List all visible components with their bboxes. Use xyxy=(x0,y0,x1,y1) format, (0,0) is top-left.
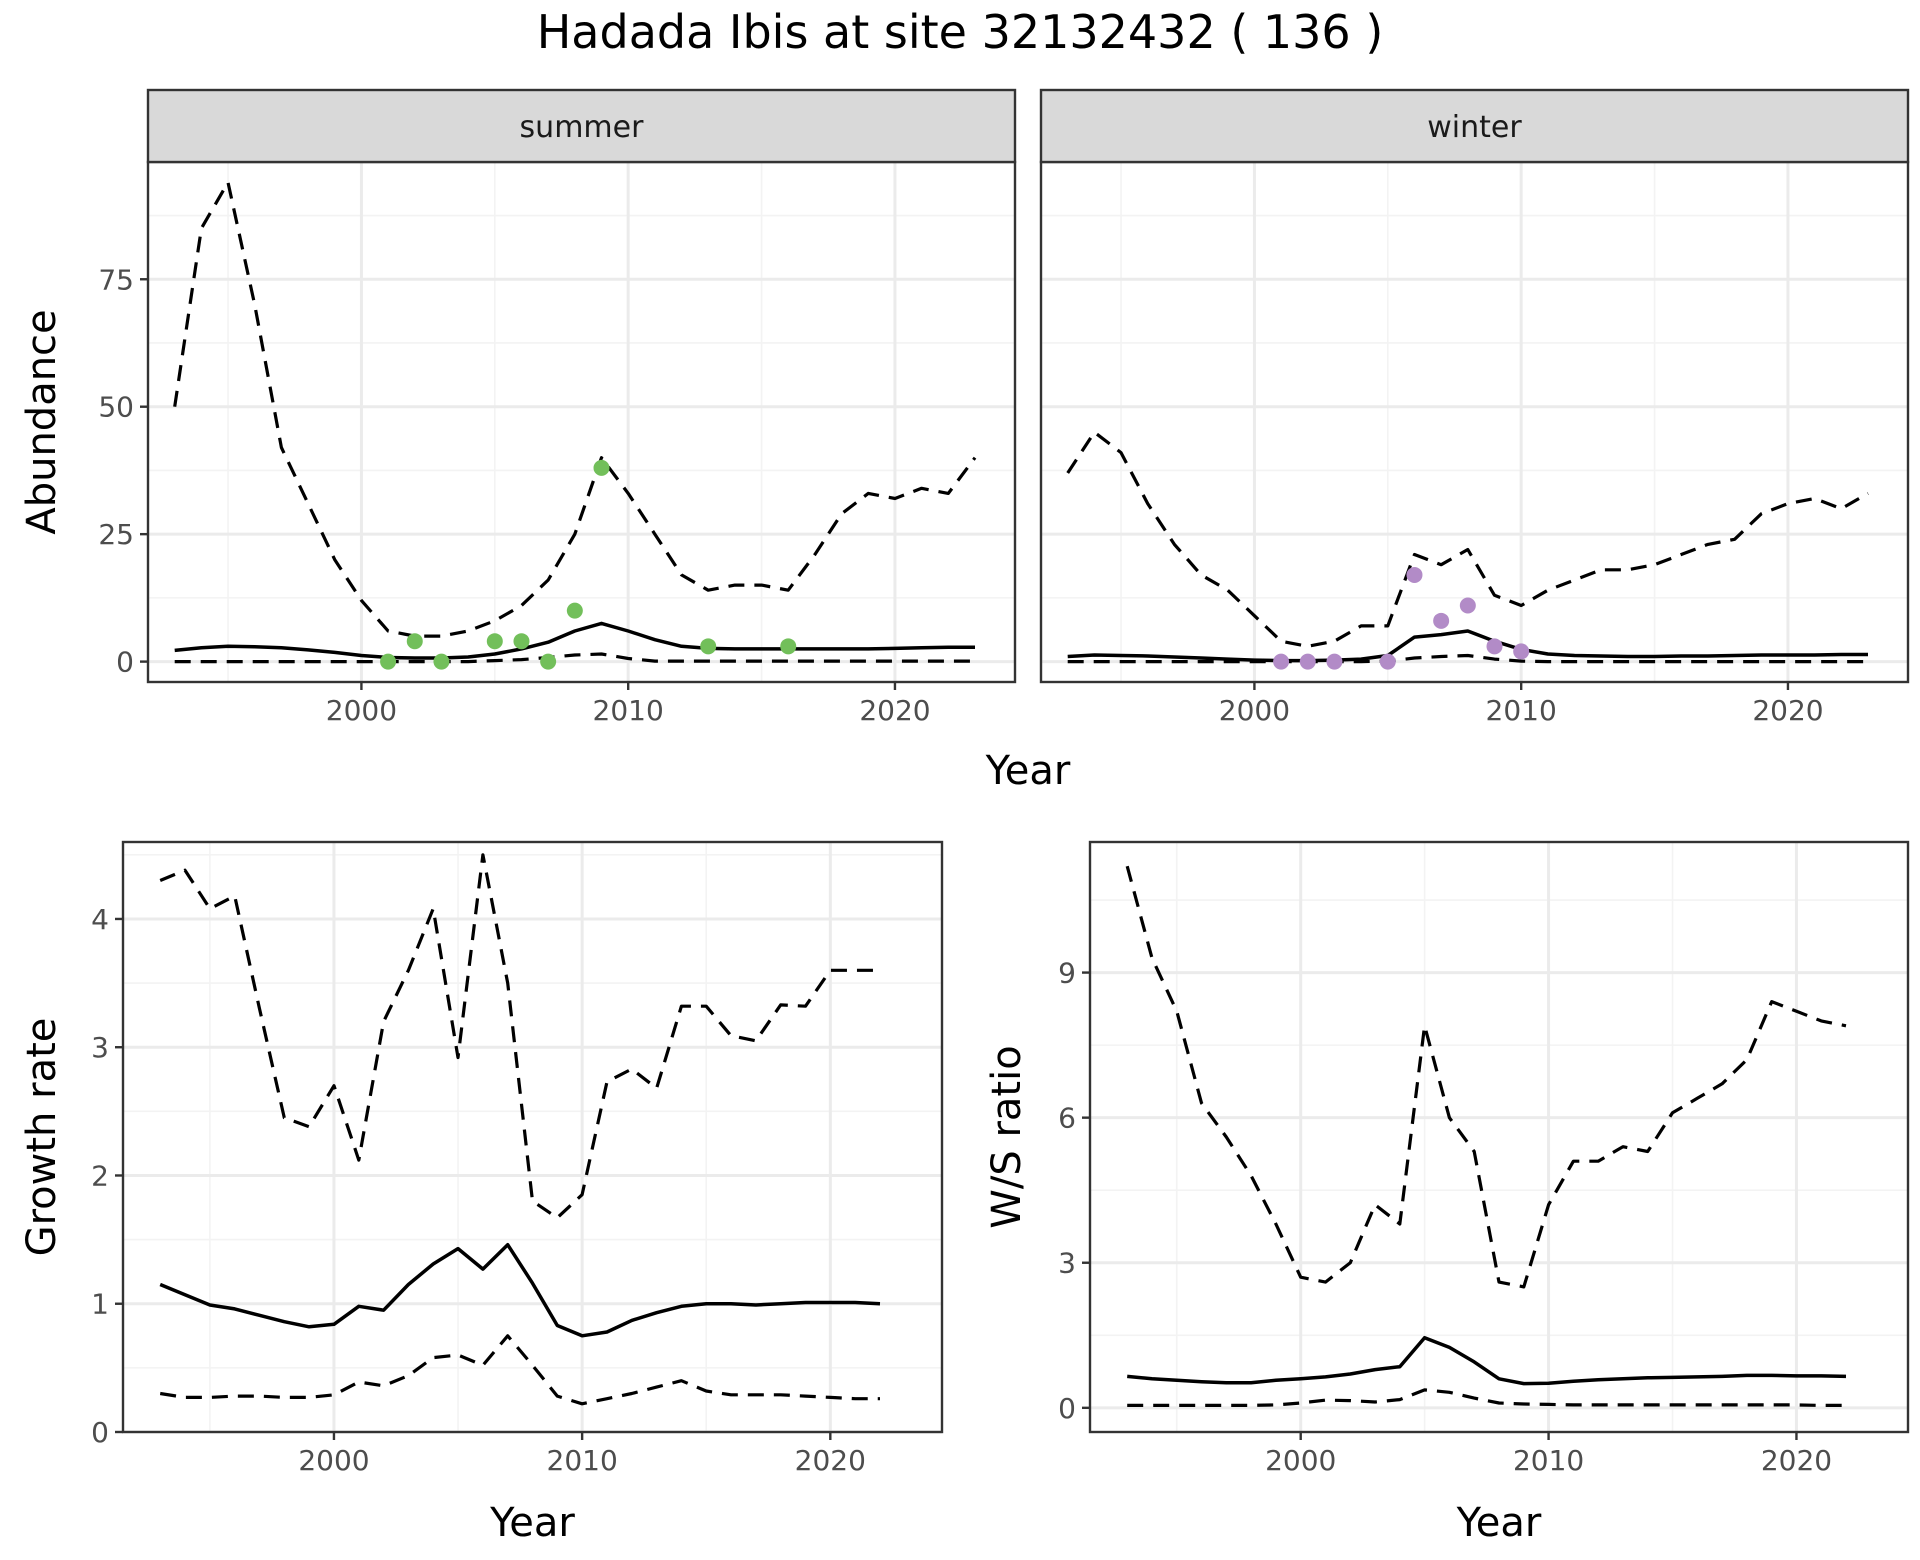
ws-ratio-lower-ci-line xyxy=(1127,1388,1846,1407)
facet-summer-plot-area xyxy=(148,162,1015,682)
facet-summer-data-point xyxy=(593,459,610,476)
facet-summer-y-tick-label: 0 xyxy=(116,646,134,679)
growth-y-tick-label: 4 xyxy=(91,903,109,936)
ws-ratio-y-tick-label: 9 xyxy=(1058,957,1076,990)
chart-title: Hadada Ibis at site 32132432 ( 136 ) xyxy=(537,5,1384,59)
abundance-y-axis-title: Abundance xyxy=(19,309,65,534)
facet-winter-data-point xyxy=(1299,653,1316,670)
facet-winter-mean-line xyxy=(1067,629,1868,663)
ws-ratio-frame xyxy=(1088,840,1910,1434)
facet-summer-y-tick-label: 50 xyxy=(98,391,134,424)
facet-winter-strip xyxy=(1039,88,1910,164)
ws-ratio-chart: 2000 2010 2020 0 3 6 9 Year W/S ratio xyxy=(984,840,1910,1546)
facet-winter: winter 2000 2010 2020 xyxy=(1039,88,1910,727)
facet-summer-data-point xyxy=(513,633,530,650)
facet-winter-data-point xyxy=(1273,653,1290,670)
abundance-x-axis-title: Year xyxy=(985,748,1071,794)
facet-summer-x-tick-label: 2020 xyxy=(859,694,930,727)
facet-winter-upper-ci-line xyxy=(1066,430,1869,648)
growth-x-tick-label: 2020 xyxy=(795,1444,866,1477)
growth-y-tick-label: 1 xyxy=(91,1288,109,1321)
ws-ratio-x-tick-label: 2010 xyxy=(1513,1444,1584,1477)
facet-summer-y-tick-label: 25 xyxy=(98,518,134,551)
ws-ratio-mean-line xyxy=(1127,1335,1847,1386)
facet-winter-x-tick-label: 2010 xyxy=(1486,694,1557,727)
growth-y-tick-label: 3 xyxy=(91,1031,109,1064)
ws-ratio-x-tick-label: 2000 xyxy=(1265,1444,1336,1477)
facet-winter-data-point xyxy=(1379,653,1396,670)
growth-x-tick-label: 2010 xyxy=(547,1444,618,1477)
growth-frame xyxy=(121,840,944,1434)
facet-winter-data-point xyxy=(1459,597,1476,614)
growth-y-axis-title: Growth rate xyxy=(19,1018,65,1257)
facet-summer-data-point xyxy=(380,653,397,670)
facet-winter-x-tick-label: 2000 xyxy=(1219,694,1290,727)
growth-x-axis-title: Year xyxy=(489,1500,575,1546)
facet-summer-data-point xyxy=(566,602,583,619)
ws-ratio-upper-ci-line xyxy=(1125,865,1847,1289)
ws-ratio-x-tick-label: 2020 xyxy=(1761,1444,1832,1477)
growth-y-tick-label: 0 xyxy=(91,1416,109,1449)
facet-summer-data-point xyxy=(486,633,503,650)
facet-summer-strip xyxy=(146,88,1017,164)
growth-mean-line xyxy=(159,1242,881,1338)
facet-summer-upper-ci-line xyxy=(173,180,977,638)
ws-ratio-y-tick-label: 6 xyxy=(1058,1102,1076,1135)
facet-winter-plot-area xyxy=(1041,162,1908,682)
facet-winter-data-point xyxy=(1486,638,1503,655)
facet-summer-x-tick-label: 2000 xyxy=(326,694,397,727)
facet-winter-data-point xyxy=(1513,643,1530,660)
ws-ratio-plot-area xyxy=(1090,842,1908,1432)
facet-winter-x-tick-label: 2020 xyxy=(1752,694,1823,727)
facet-summer-data-point xyxy=(780,638,797,655)
growth-x-tick-label: 2000 xyxy=(298,1444,369,1477)
facet-winter-data-point xyxy=(1433,612,1450,629)
facet-winter-data-point xyxy=(1326,653,1343,670)
facet-summer-x-tick-label: 2010 xyxy=(593,694,664,727)
growth-chart: 2000 2010 2020 0 1 2 3 4 Year Growth rate xyxy=(19,840,944,1546)
facet-summer-data-point xyxy=(700,638,717,655)
ws-ratio-y-axis-title: W/S ratio xyxy=(984,1045,1030,1228)
facet-summer-data-point xyxy=(406,633,423,650)
facet-winter-lower-ci-line xyxy=(1067,653,1868,664)
ws-ratio-y-tick-label: 0 xyxy=(1058,1392,1076,1425)
ws-ratio-y-tick-label: 3 xyxy=(1058,1247,1076,1280)
facet-summer-strip-label: summer xyxy=(520,110,645,145)
facet-summer-y-tick-label: 75 xyxy=(98,263,134,296)
facet-summer-data-point xyxy=(433,653,450,670)
facet-summer-lower-ci-line xyxy=(174,652,975,664)
growth-lower-ci-line xyxy=(159,1334,880,1406)
facet-winter-data-point xyxy=(1406,566,1423,583)
facet-summer-mean-line xyxy=(174,621,975,660)
facet-summer-data-point xyxy=(540,653,557,670)
facet-summer: summer 2000 2010 2020 0 25 50 75 xyxy=(98,88,1017,727)
facet-winter-strip-label: winter xyxy=(1427,110,1522,145)
growth-plot-area xyxy=(123,842,942,1432)
ws-ratio-x-axis-title: Year xyxy=(1456,1500,1542,1546)
growth-upper-ci-line xyxy=(159,853,880,1220)
growth-y-tick-label: 2 xyxy=(91,1159,109,1192)
